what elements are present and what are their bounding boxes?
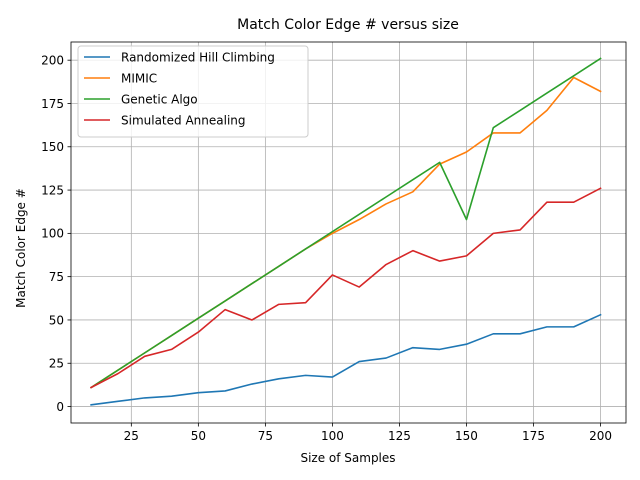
series-line-simulated-annealing <box>90 187 602 389</box>
legend-label: MIMIC <box>121 71 157 85</box>
x-tick-label: 100 <box>321 429 344 443</box>
y-tick-label: 100 <box>41 227 64 241</box>
x-tick-label: 125 <box>388 429 411 443</box>
y-tick-label: 25 <box>49 357 64 371</box>
y-axis-label: Match Color Edge # <box>14 188 28 308</box>
x-tick-label: 50 <box>191 429 206 443</box>
x-tick-label: 150 <box>455 429 478 443</box>
x-tick-label: 200 <box>589 429 612 443</box>
y-tick-label: 0 <box>56 400 64 414</box>
y-axis-ticks: 0 25 50 75 100 125 150 175 200 <box>41 53 71 414</box>
legend-box <box>77 45 309 138</box>
series-line-genetic-algo <box>90 57 602 389</box>
y-tick-label: 125 <box>41 183 64 197</box>
series-line-randomized-hill-climbing <box>90 313 602 406</box>
chart-title: Match Color Edge # versus size <box>237 17 459 33</box>
y-tick-label: 75 <box>49 270 64 284</box>
x-tick-label: 175 <box>522 429 545 443</box>
legend: Randomized Hill Climbing MIMIC Genetic Alg… <box>77 45 309 138</box>
y-tick-label: 50 <box>49 313 64 327</box>
x-tick-label: 75 <box>258 429 273 443</box>
y-tick-label: 175 <box>41 97 64 111</box>
legend-label: Simulated Annealing <box>121 113 246 127</box>
plot-area-frame <box>70 41 627 424</box>
legend-label: Genetic Algo <box>121 92 198 106</box>
legend-label: Randomized Hill Climbing <box>121 50 275 64</box>
x-axis-label: Size of Samples <box>300 451 395 465</box>
x-axis-ticks: 25 50 75 100 125 150 175 200 <box>124 423 612 443</box>
series-layer <box>90 57 602 406</box>
x-tick-label: 25 <box>124 429 139 443</box>
y-tick-label: 200 <box>41 53 64 67</box>
y-tick-label: 150 <box>41 140 64 154</box>
